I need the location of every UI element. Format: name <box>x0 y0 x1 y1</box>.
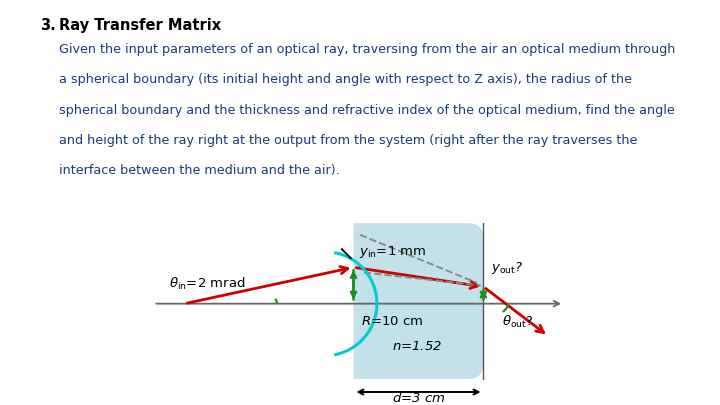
Text: $y_{\rm out}$?: $y_{\rm out}$? <box>491 260 523 275</box>
Text: $\theta_{\rm in}$=2 mrad: $\theta_{\rm in}$=2 mrad <box>169 275 246 291</box>
Text: Given the input parameters of an optical ray, traversing from the air an optical: Given the input parameters of an optical… <box>59 43 675 55</box>
Text: $y_{\rm in}$=1 mm: $y_{\rm in}$=1 mm <box>359 244 426 260</box>
Text: spherical boundary and the thickness and refractive index of the optical medium,: spherical boundary and the thickness and… <box>59 103 675 116</box>
Text: $n$=1.52: $n$=1.52 <box>392 339 443 352</box>
Text: and height of the ray right at the output from the system (right after the ray t: and height of the ray right at the outpu… <box>59 134 637 147</box>
Text: $d$=3 cm: $d$=3 cm <box>392 390 445 404</box>
PathPatch shape <box>354 224 483 379</box>
Text: Ray Transfer Matrix: Ray Transfer Matrix <box>59 18 221 33</box>
Text: 3.: 3. <box>40 18 55 33</box>
Text: $\theta_{\rm out}$?: $\theta_{\rm out}$? <box>502 313 534 329</box>
Text: a spherical boundary (its initial height and angle with respect to Z axis), the : a spherical boundary (its initial height… <box>59 73 632 86</box>
Text: $R$=10 cm: $R$=10 cm <box>361 315 423 328</box>
Text: interface between the medium and the air).: interface between the medium and the air… <box>59 164 340 177</box>
